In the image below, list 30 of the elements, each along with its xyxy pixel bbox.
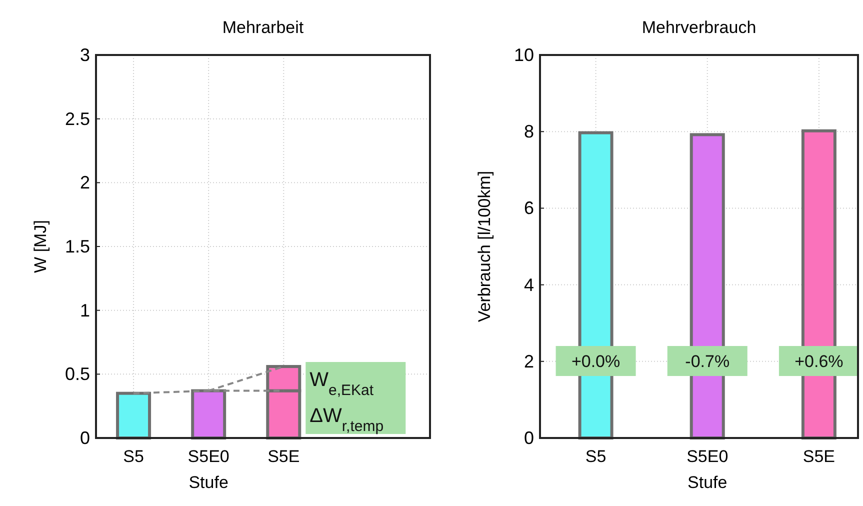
x-tick-label: S5 — [123, 447, 144, 466]
x-tick-label: S5E0 — [686, 447, 728, 466]
x-tick-label: S5E0 — [188, 447, 230, 466]
y-tick-label: 0 — [524, 428, 534, 448]
chart-title: Mehrarbeit — [222, 18, 304, 37]
y-tick-label: 1 — [80, 300, 90, 320]
y-axis-title: Verbrauch [l/100km] — [475, 170, 494, 322]
annotation: ΔW$_{r,temp}$ — [310, 405, 384, 434]
y-tick-label: 2 — [524, 351, 534, 372]
y-tick-label: 0.5 — [64, 364, 90, 384]
annotation: -0.7% — [685, 352, 730, 371]
y-tick-label: 1.5 — [64, 236, 90, 256]
y-tick-label: 6 — [524, 198, 534, 218]
x-tick-label: S5E — [802, 447, 836, 466]
annotation: +0.0% — [571, 352, 620, 371]
annotation: W$_{e,EKat}$ — [310, 369, 374, 398]
chart-title: Mehrverbrauch — [642, 18, 756, 37]
y-tick-label: 3 — [80, 45, 90, 65]
x-axis-title: Stufe — [188, 473, 228, 492]
y-tick-label: 10 — [514, 45, 534, 65]
y-axis-title: W [MJ] — [31, 220, 50, 273]
y-tick-label: 0 — [80, 428, 90, 448]
annotation: +0.6% — [794, 352, 844, 371]
y-tick-label: 2.5 — [64, 108, 90, 129]
x-tick-label: S5E — [268, 447, 300, 466]
y-tick-label: 8 — [524, 122, 534, 142]
x-tick-label: S5 — [585, 447, 606, 466]
y-tick-label: 2 — [80, 172, 90, 193]
y-tick-label: 4 — [524, 274, 534, 295]
x-axis-title: Stufe — [688, 473, 728, 492]
